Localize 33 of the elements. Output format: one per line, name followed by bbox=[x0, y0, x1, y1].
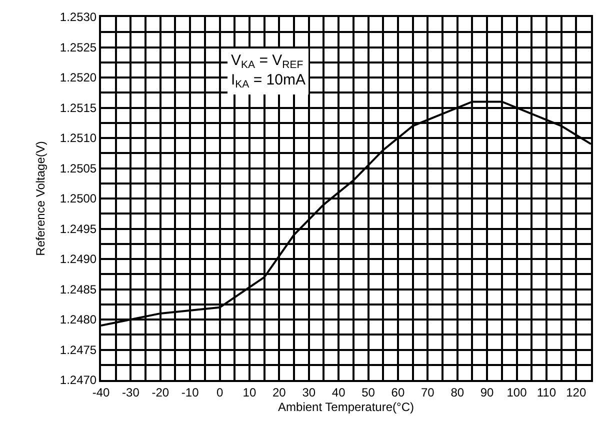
y-tick-label: 1.2475 bbox=[60, 342, 97, 357]
x-tick-label: 0 bbox=[216, 385, 224, 400]
x-tick-label: 80 bbox=[450, 385, 464, 400]
y-tick-label: 1.2510 bbox=[60, 131, 97, 146]
x-tick-label: -40 bbox=[92, 385, 110, 400]
x-tick-label: 50 bbox=[362, 385, 376, 400]
y-tick-label: 1.2520 bbox=[60, 70, 97, 85]
y-tick-label: 1.2530 bbox=[60, 10, 97, 24]
y-tick-label: 1.2495 bbox=[60, 222, 97, 236]
y-tick-label: 1.2480 bbox=[60, 312, 97, 327]
x-tick-label: 20 bbox=[272, 385, 286, 400]
x-tick-label: 70 bbox=[420, 385, 435, 400]
x-tick-label: 10 bbox=[242, 385, 256, 400]
x-axis-title: Ambient Temperature(°C) bbox=[278, 400, 414, 414]
x-tick-label: 100 bbox=[506, 385, 528, 400]
x-tick-label: 30 bbox=[302, 385, 316, 400]
x-tick-label: 60 bbox=[391, 385, 405, 400]
y-tick-label: 1.2470 bbox=[60, 373, 97, 388]
x-tick-label: 90 bbox=[480, 385, 494, 400]
x-tick-label: -10 bbox=[181, 385, 200, 400]
x-tick-label: 40 bbox=[332, 385, 346, 400]
y-tick-label: 1.2515 bbox=[60, 100, 97, 115]
x-tick-label: 120 bbox=[566, 385, 586, 400]
y-tick-label: 1.2525 bbox=[60, 40, 97, 54]
y-tick-label: 1.2505 bbox=[60, 161, 97, 176]
y-axis-title: Reference Voltage(V) bbox=[34, 141, 48, 256]
x-tick-label: -30 bbox=[122, 385, 140, 400]
x-tick-label: 110 bbox=[536, 385, 556, 400]
x-tick-label: -20 bbox=[152, 385, 170, 400]
text: V$_{KA}$ = V$_{REF}$ I$_{KA}$ = 10mA bbox=[231, 52, 306, 91]
y-tick-label: 1.2485 bbox=[60, 282, 97, 296]
y-tick-label: 1.2500 bbox=[60, 192, 97, 206]
y-tick-label: 1.2490 bbox=[60, 252, 97, 266]
